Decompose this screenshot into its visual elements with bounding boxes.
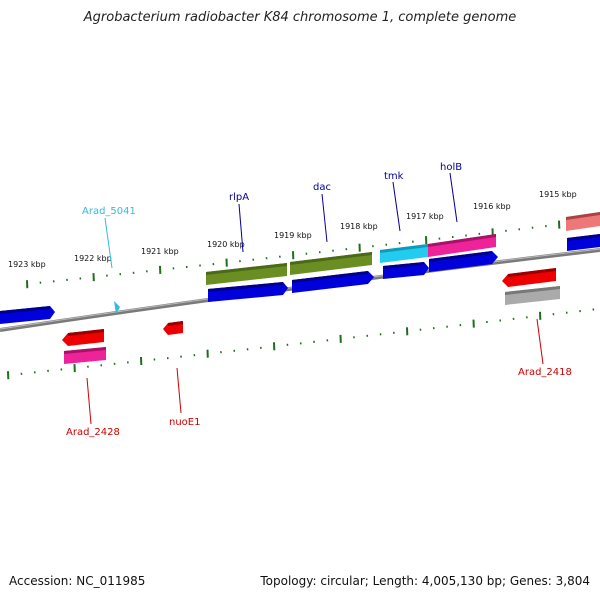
inner-scale-ticks: [7, 308, 595, 380]
gene-labels: Arad_5041 rlpA dac tmk holB Arad_2428 nu…: [66, 162, 572, 438]
scale-labels: 1923 kbp 1922 kbp 1921 kbp 1920 kbp 1919…: [8, 190, 577, 269]
scale-label: 1917 kbp: [406, 212, 444, 221]
scale-label: 1923 kbp: [8, 260, 46, 269]
accession-text: Accession: NC_011985: [9, 574, 146, 588]
map-title: Agrobacterium radiobacter K84 chromosome…: [83, 10, 517, 25]
outer-scale-ticks: [26, 218, 600, 289]
scale-label: 1919 kbp: [274, 231, 312, 240]
scale-label: 1916 kbp: [473, 202, 511, 211]
gene-arrow-dac[interactable]: [290, 252, 372, 275]
gene-arrow-Arad-2418[interactable]: [502, 268, 556, 287]
gene-label-rlpA[interactable]: rlpA: [229, 192, 249, 203]
scale-label: 1921 kbp: [141, 247, 179, 256]
cds-arrow[interactable]: [429, 251, 498, 272]
cds-arrow[interactable]: [292, 271, 374, 293]
gene-label-Arad-2418[interactable]: Arad_2418: [518, 367, 572, 378]
gene-label-holB[interactable]: holB: [440, 162, 462, 173]
small-cds-arrow-cyan[interactable]: [114, 301, 120, 314]
scale-label: 1922 kbp: [74, 254, 112, 263]
scale-label: 1918 kbp: [340, 222, 378, 231]
gene-label-Arad-5041[interactable]: Arad_5041: [82, 206, 136, 217]
gene-label-nuoE1[interactable]: nuoE1: [169, 417, 200, 428]
cds-arrow[interactable]: [208, 282, 288, 302]
gene-arrow-holB[interactable]: [428, 234, 496, 257]
scale-label: 1920 kbp: [207, 240, 245, 249]
plus-strand-features: [206, 212, 600, 285]
gene-arrow-rlpA[interactable]: [206, 263, 287, 285]
plus-strand-cds: [0, 234, 600, 324]
scale-label: 1915 kbp: [539, 190, 577, 199]
gene-label-tmk[interactable]: tmk: [384, 171, 404, 182]
label-leader-lines: [86, 172, 544, 425]
gene-label-Arad-2428[interactable]: Arad_2428: [66, 427, 120, 438]
genome-summary-text: Topology: circular; Length: 4,005,130 bp…: [260, 574, 590, 588]
minus-strand-features: [62, 268, 560, 364]
gene-label-dac[interactable]: dac: [313, 182, 331, 193]
